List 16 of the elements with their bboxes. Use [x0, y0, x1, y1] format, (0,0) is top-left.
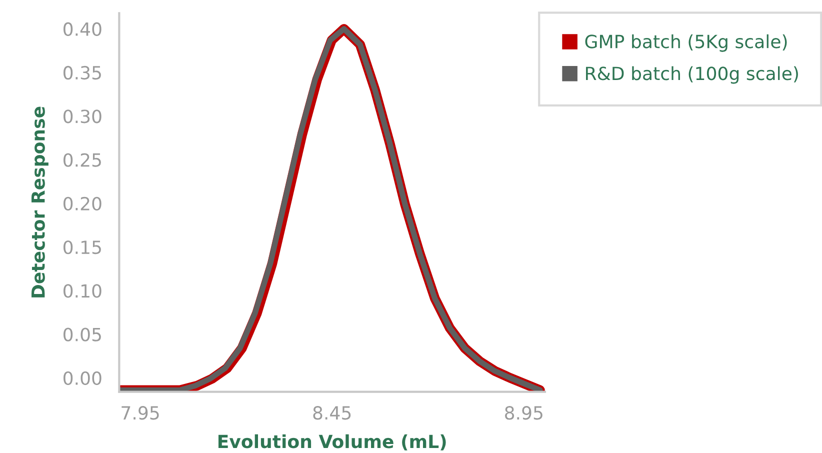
x-tick-label: 7.95 — [122, 406, 159, 420]
y-tick-label: 0.05 — [64, 328, 101, 342]
y-tick-label: 0.30 — [64, 110, 102, 124]
y-tick-label: 0.15 — [64, 240, 101, 254]
y-tick-label: 0.20 — [64, 196, 102, 210]
x-axis-title: Evolution Volume (mL) — [218, 434, 446, 450]
y-tick-label: 0.00 — [64, 371, 102, 385]
y-tick-label: 0.40 — [64, 22, 102, 36]
y-tick-label: 0.10 — [64, 284, 102, 298]
legend-label: GMP batch (5Kg scale) — [585, 34, 787, 52]
y-tick-label: 0.35 — [64, 66, 101, 80]
legend-label: R&D batch (100g scale) — [586, 66, 798, 84]
y-tick-label: 0.25 — [64, 153, 101, 167]
x-tick-label: 8.95 — [505, 406, 542, 420]
y-axis-title: Detector Response — [32, 106, 48, 298]
x-tick-label: 8.45 — [313, 406, 351, 420]
